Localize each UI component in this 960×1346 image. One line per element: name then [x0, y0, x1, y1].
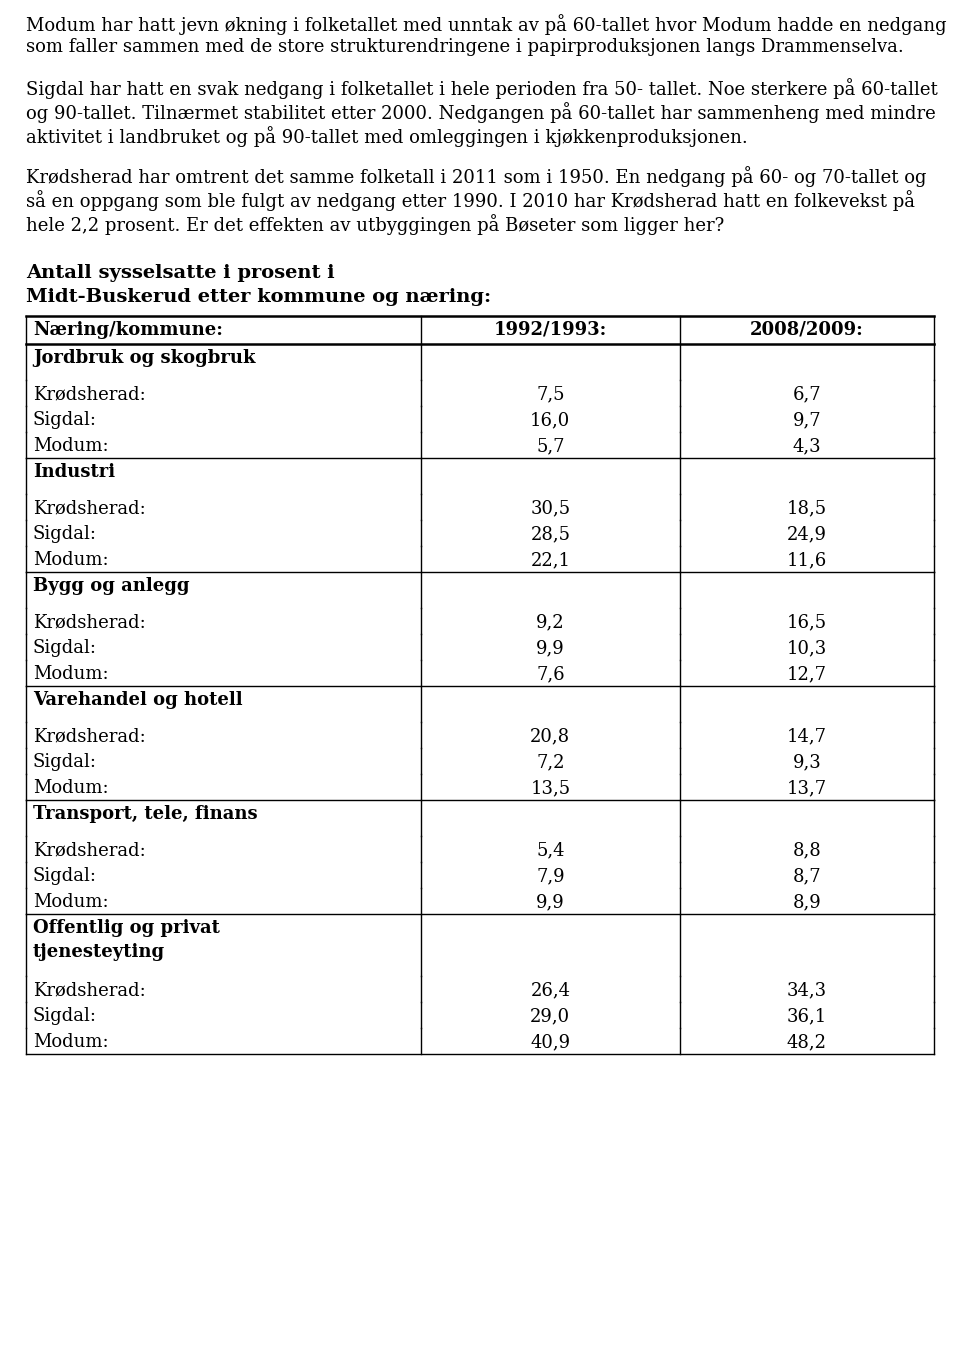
Text: Modum:: Modum:	[33, 892, 108, 911]
Text: 34,3: 34,3	[787, 981, 827, 999]
Text: som faller sammen med de store strukturendringene i papirproduksjonen langs Dram: som faller sammen med de store strukture…	[26, 38, 903, 57]
Text: 13,5: 13,5	[530, 779, 570, 797]
Text: Sigdal:: Sigdal:	[33, 639, 97, 657]
Text: Krødsherad har omtrent det samme folketall i 2011 som i 1950. En nedgang på 60- : Krødsherad har omtrent det samme folketa…	[26, 166, 926, 187]
Text: 12,7: 12,7	[787, 665, 827, 682]
Text: Transport, tele, finans: Transport, tele, finans	[33, 805, 257, 822]
Text: Modum:: Modum:	[33, 779, 108, 797]
Text: Modum:: Modum:	[33, 1032, 108, 1051]
Text: 48,2: 48,2	[787, 1032, 827, 1051]
Text: 7,2: 7,2	[536, 752, 564, 771]
Text: 9,2: 9,2	[536, 612, 564, 631]
Text: 28,5: 28,5	[530, 525, 570, 542]
Text: 8,8: 8,8	[793, 841, 821, 859]
Text: Krødsherad:: Krødsherad:	[33, 727, 146, 744]
Text: aktivitet i landbruket og på 90-tallet med omleggingen i kjøkkenproduksjonen.: aktivitet i landbruket og på 90-tallet m…	[26, 127, 748, 147]
Text: 11,6: 11,6	[787, 551, 827, 569]
Text: 14,7: 14,7	[787, 727, 827, 744]
Text: så en oppgang som ble fulgt av nedgang etter 1990. I 2010 har Krødsherad hatt en: så en oppgang som ble fulgt av nedgang e…	[26, 190, 915, 211]
Text: 9,7: 9,7	[793, 411, 821, 429]
Text: Bygg og anlegg: Bygg og anlegg	[33, 577, 189, 595]
Text: 9,9: 9,9	[536, 892, 564, 911]
Text: 6,7: 6,7	[793, 385, 821, 402]
Text: Midt-Buskerud etter kommune og næring:: Midt-Buskerud etter kommune og næring:	[26, 288, 492, 306]
Text: 5,7: 5,7	[536, 437, 564, 455]
Text: Offentlig og privat
tjenesteyting: Offentlig og privat tjenesteyting	[33, 919, 220, 961]
Text: 22,1: 22,1	[530, 551, 570, 569]
Text: 16,0: 16,0	[530, 411, 570, 429]
Text: 9,3: 9,3	[793, 752, 821, 771]
Text: 8,7: 8,7	[793, 867, 821, 886]
Text: Krødsherad:: Krødsherad:	[33, 981, 146, 999]
Text: 10,3: 10,3	[787, 639, 827, 657]
Text: 4,3: 4,3	[793, 437, 821, 455]
Text: Modum:: Modum:	[33, 551, 108, 569]
Text: Industri: Industri	[33, 463, 115, 481]
Text: 29,0: 29,0	[530, 1007, 570, 1026]
Text: Jordbruk og skogbruk: Jordbruk og skogbruk	[33, 349, 255, 367]
Text: Næring/kommune:: Næring/kommune:	[33, 320, 223, 339]
Text: 7,9: 7,9	[536, 867, 564, 886]
Text: Krødsherad:: Krødsherad:	[33, 612, 146, 631]
Text: 2008/2009:: 2008/2009:	[750, 320, 864, 339]
Text: 5,4: 5,4	[536, 841, 564, 859]
Text: Krødsherad:: Krødsherad:	[33, 841, 146, 859]
Text: 8,9: 8,9	[793, 892, 821, 911]
Text: 24,9: 24,9	[787, 525, 827, 542]
Text: 18,5: 18,5	[787, 499, 827, 517]
Text: 13,7: 13,7	[787, 779, 827, 797]
Text: 1992/1993:: 1992/1993:	[493, 320, 607, 339]
Text: hele 2,2 prosent. Er det effekten av utbyggingen på Bøseter som ligger her?: hele 2,2 prosent. Er det effekten av utb…	[26, 214, 724, 236]
Text: Sigdal:: Sigdal:	[33, 411, 97, 429]
Text: 30,5: 30,5	[530, 499, 570, 517]
Text: 26,4: 26,4	[530, 981, 570, 999]
Text: Varehandel og hotell: Varehandel og hotell	[33, 690, 243, 709]
Text: Sigdal:: Sigdal:	[33, 1007, 97, 1026]
Text: Sigdal har hatt en svak nedgang i folketallet i hele perioden fra 50- tallet. No: Sigdal har hatt en svak nedgang i folket…	[26, 78, 938, 100]
Text: 40,9: 40,9	[530, 1032, 570, 1051]
Text: Sigdal:: Sigdal:	[33, 867, 97, 886]
Text: 16,5: 16,5	[787, 612, 827, 631]
Text: Sigdal:: Sigdal:	[33, 525, 97, 542]
Text: Modum:: Modum:	[33, 437, 108, 455]
Text: 7,5: 7,5	[536, 385, 564, 402]
Text: Sigdal:: Sigdal:	[33, 752, 97, 771]
Text: Krødsherad:: Krødsherad:	[33, 385, 146, 402]
Text: 20,8: 20,8	[530, 727, 570, 744]
Text: Modum har hatt jevn økning i folketallet med unntak av på 60-tallet hvor Modum h: Modum har hatt jevn økning i folketallet…	[26, 13, 947, 35]
Text: og 90-tallet. Tilnærmet stabilitet etter 2000. Nedgangen på 60-tallet har sammen: og 90-tallet. Tilnærmet stabilitet etter…	[26, 102, 936, 122]
Text: 7,6: 7,6	[536, 665, 564, 682]
Text: 36,1: 36,1	[787, 1007, 827, 1026]
Text: Krødsherad:: Krødsherad:	[33, 499, 146, 517]
Text: Modum:: Modum:	[33, 665, 108, 682]
Text: Antall sysselsatte i prosent i: Antall sysselsatte i prosent i	[26, 264, 335, 283]
Text: 9,9: 9,9	[536, 639, 564, 657]
